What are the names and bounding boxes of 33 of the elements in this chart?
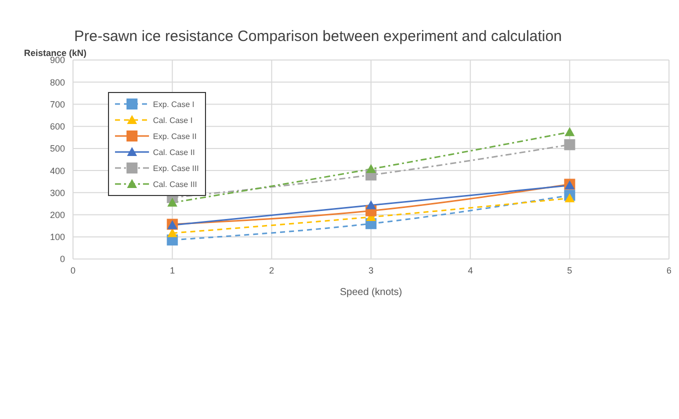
legend-label: Cal. Case II: [153, 148, 195, 156]
x-tick-label: 2: [269, 265, 274, 276]
y-tick-label: 200: [50, 210, 65, 220]
y-axis-title: Reistance (kN): [24, 48, 87, 58]
point: [366, 164, 376, 174]
point: [564, 127, 575, 136]
legend-label: Exp. Case I: [153, 100, 194, 108]
x-axis-title: Speed (knots): [340, 287, 402, 298]
y-tick-label: 600: [50, 122, 65, 132]
y-tick-label: 900: [50, 55, 65, 66]
x-tick-label: 5: [567, 265, 572, 276]
y-tick-label: 800: [50, 77, 65, 88]
legend-label: Cal. Case III: [153, 180, 198, 188]
x-tick-label: 3: [368, 265, 374, 276]
point: [564, 139, 576, 150]
x-tick-label: 4: [468, 265, 473, 276]
x-tick-label: 0: [70, 265, 76, 276]
y-tick-label: 500: [50, 144, 65, 154]
point: [366, 200, 376, 210]
point: [167, 228, 178, 238]
x-tick-label: 1: [170, 265, 175, 276]
y-tick-label: 0: [60, 254, 65, 264]
y-tick-label: 700: [50, 99, 65, 110]
point: [564, 193, 575, 202]
y-tick-label: 400: [50, 166, 65, 176]
y-tick-label: 100: [50, 232, 65, 242]
x-tick-label: 6: [666, 265, 672, 276]
y-tick-label: 300: [50, 188, 65, 198]
chart-title: Pre-sawn ice resistance Comparison between experiment and calculation: [73, 28, 563, 45]
point: [167, 198, 178, 207]
legend-label: Cal. Case I: [153, 116, 193, 124]
legend-label: Exp. Case III: [153, 164, 199, 172]
legend-label: Exp. Case II: [153, 132, 197, 140]
